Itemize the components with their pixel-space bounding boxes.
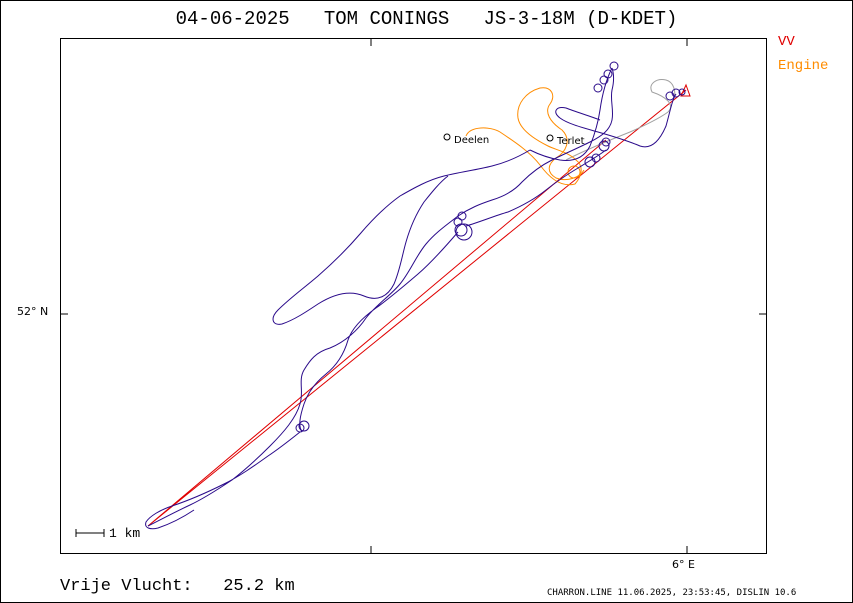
track-grey-segment — [565, 79, 676, 161]
legend-vv: VV — [778, 34, 795, 50]
deelen-marker — [443, 133, 451, 141]
longitude-label: 6° E — [672, 558, 695, 571]
flight-date: 04-06-2025 — [175, 8, 290, 30]
latitude-label: 52° N — [17, 305, 49, 318]
place-label-terlet: Terlet — [557, 136, 585, 147]
scale-bar — [75, 529, 105, 537]
glider-id: JS-3-18M (D-KDET) — [483, 8, 678, 30]
terlet-marker — [546, 134, 554, 142]
engine-circle — [567, 165, 581, 179]
map-frame — [60, 38, 767, 554]
axis-ticks — [60, 38, 767, 554]
track-main — [145, 67, 677, 530]
distance-value: 25.2 km — [223, 577, 295, 596]
scale-label: 1 km — [109, 526, 141, 541]
place-label-deelen: Deelen — [454, 135, 490, 146]
distance-label: Vrije Vlucht: — [60, 577, 193, 596]
vv-line — [147, 89, 687, 527]
vv-triangle-marker — [680, 83, 691, 97]
footer-info: CHARRON.LINE 11.06.2025, 23:53:45, DISLI… — [547, 588, 797, 598]
legend-engine: Engine — [778, 58, 829, 74]
flight-title: 04-06-2025 TOM CONINGS JS-3-18M (D-KDET) — [0, 8, 853, 30]
free-flight-distance: Vrije Vlucht: 25.2 km — [60, 577, 295, 596]
thermal-circles — [295, 61, 686, 433]
pilot-name: TOM CONINGS — [323, 8, 450, 30]
